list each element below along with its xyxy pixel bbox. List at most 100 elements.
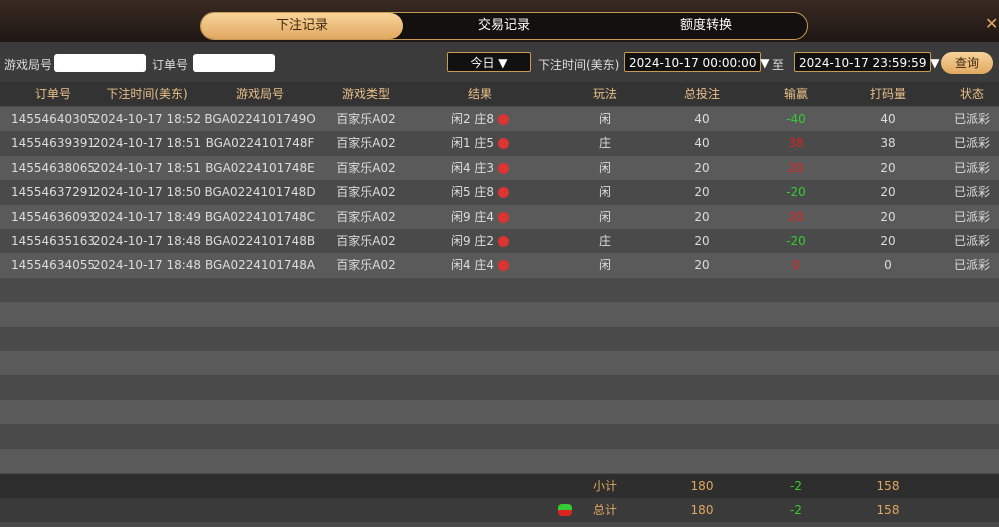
- cell-text: 14554635163: [11, 234, 95, 248]
- cell: 20: [880, 180, 895, 204]
- top-bar: 下注记录 交易记录 额度转换 ✕: [0, 0, 999, 42]
- header-row: 订单号 下注时间(美东) 游戏局号 游戏类型 结果 玩法 总投注 输赢 打码量 状态: [0, 82, 999, 107]
- play-icon: [498, 187, 510, 199]
- cell: 20: [880, 229, 895, 253]
- cell: 闲4 庄3: [451, 156, 510, 180]
- cell: 百家乐A02: [336, 205, 395, 229]
- cell-text: 0: [792, 258, 800, 273]
- cell: 0: [792, 253, 800, 277]
- cell: 闲9 庄4: [451, 205, 510, 229]
- header-cell: 游戏类型: [341, 87, 391, 101]
- cell: BGA0224101748E: [205, 156, 314, 180]
- cell-text: 闲: [598, 185, 612, 200]
- cell: -20: [786, 229, 806, 253]
- cell-text: 38: [880, 136, 896, 151]
- cell: 闲: [599, 205, 611, 229]
- period-select[interactable]: 今日 ▼: [447, 52, 531, 72]
- cell-text: 百家乐A02: [336, 209, 396, 224]
- cell: 2024-10-17 18:50: [93, 180, 201, 204]
- cell-text: BGA0224101748D: [204, 185, 316, 200]
- empty-row: [0, 424, 999, 449]
- tab-bar: 下注记录 交易记录 额度转换: [200, 12, 808, 40]
- cell: 闲5 庄8: [450, 180, 510, 204]
- cell-text: 庄: [598, 136, 612, 151]
- cell-text: 20: [788, 160, 804, 175]
- cell-text: 40: [694, 112, 710, 126]
- data-row: 14554636093 2024-10-17 18:49 BGA0224101748…: [0, 204, 999, 229]
- cell-text: 14554640305: [11, 112, 95, 126]
- cell: 庄: [599, 229, 611, 253]
- cell: 已派彩: [954, 107, 990, 131]
- data-row: 14554635163 2024-10-17 18:48 BGA0224101748…: [0, 229, 999, 254]
- data-row: 14554640305 2024-10-17 18:52 BGA0224101749…: [0, 107, 999, 132]
- cell-text: -20: [786, 234, 806, 248]
- start-select[interactable]: 2024-10-17 00:00:00 ▼: [624, 52, 770, 72]
- cell: 40: [694, 107, 709, 131]
- summary-label: 总计: [592, 503, 618, 517]
- tab[interactable]: 额度转换: [679, 18, 732, 33]
- select-text: 今日: [470, 56, 495, 70]
- cell-text: 2024-10-17 18:51: [92, 136, 202, 151]
- cell: 2024-10-17 18:51: [93, 131, 201, 155]
- cell-text: 20: [880, 160, 896, 175]
- cell-text: 2024-10-17 18:51: [92, 160, 202, 175]
- tab[interactable]: 交易记录: [477, 18, 530, 33]
- cell-text: 已派彩: [953, 234, 991, 248]
- header-cell: 游戏局号: [235, 87, 285, 101]
- empty-row: [0, 351, 999, 376]
- cell-text: 20: [880, 185, 896, 200]
- cell: 百家乐A02: [336, 131, 395, 155]
- cell: 2024-10-17 18:52: [93, 107, 201, 131]
- play-icon: [498, 260, 510, 272]
- cell: BGA0224101748A: [205, 253, 315, 277]
- cell-text: 已派彩: [953, 209, 991, 224]
- cell-text: BGA0224101749O: [204, 112, 316, 126]
- close-button[interactable]: ✕: [985, 14, 999, 33]
- cell: BGA0224101748F: [206, 131, 315, 155]
- cell-text: 20: [880, 234, 896, 248]
- cell: 20: [694, 156, 709, 180]
- cell-text: BGA0224101748B: [204, 234, 316, 248]
- end-select[interactable]: 2024-10-17 23:59:59 ▼: [794, 52, 940, 72]
- select-text: 2024-10-17 23:59:59: [799, 56, 927, 70]
- cell: 0: [884, 253, 892, 277]
- select-text: 2024-10-17 00:00:00: [629, 56, 757, 70]
- summary-win: -2: [790, 503, 802, 517]
- cell: 闲: [599, 180, 611, 204]
- cell: 20: [880, 205, 895, 229]
- cell: BGA0224101748C: [205, 205, 315, 229]
- cell-text: 20: [694, 209, 710, 224]
- cell: 2024-10-17 18:48: [93, 253, 201, 277]
- cell: 百家乐A02: [336, 253, 395, 277]
- cell-text: 百家乐A02: [336, 136, 396, 151]
- cell: BGA0224101748D: [204, 180, 315, 204]
- cell-text: 38: [788, 136, 804, 151]
- header-cell: 总投注: [683, 87, 721, 101]
- subtotal-row: 小计 180 -2 158: [0, 474, 999, 499]
- round-input[interactable]: [54, 54, 146, 72]
- cell-text: 闲5 庄8: [450, 185, 495, 200]
- cell: 38: [788, 131, 803, 155]
- cell: 闲: [599, 107, 611, 131]
- header-cell: 输赢: [783, 87, 809, 101]
- play-icon: [498, 114, 510, 125]
- cell: 20: [788, 205, 803, 229]
- cell-text: 闲: [598, 112, 612, 126]
- cell-text: 闲2 庄8: [450, 112, 495, 126]
- cell: 14554640305: [11, 107, 95, 131]
- cell: 闲: [599, 156, 611, 180]
- summary-bet: 180: [690, 479, 714, 493]
- cell: 20: [694, 229, 709, 253]
- cell-text: 百家乐A02: [336, 112, 396, 126]
- summary-win: -2: [790, 479, 802, 493]
- empty-row: [0, 326, 999, 351]
- tab[interactable]: 下注记录: [201, 13, 403, 39]
- label: 订单号: [152, 58, 189, 72]
- cell: -40: [786, 107, 806, 131]
- search-button[interactable]: 查询: [941, 52, 993, 74]
- cell: 百家乐A02: [336, 229, 395, 253]
- order-input[interactable]: [193, 54, 275, 72]
- cell-text: 2024-10-17 18:50: [92, 185, 202, 200]
- empty-row: [0, 448, 999, 473]
